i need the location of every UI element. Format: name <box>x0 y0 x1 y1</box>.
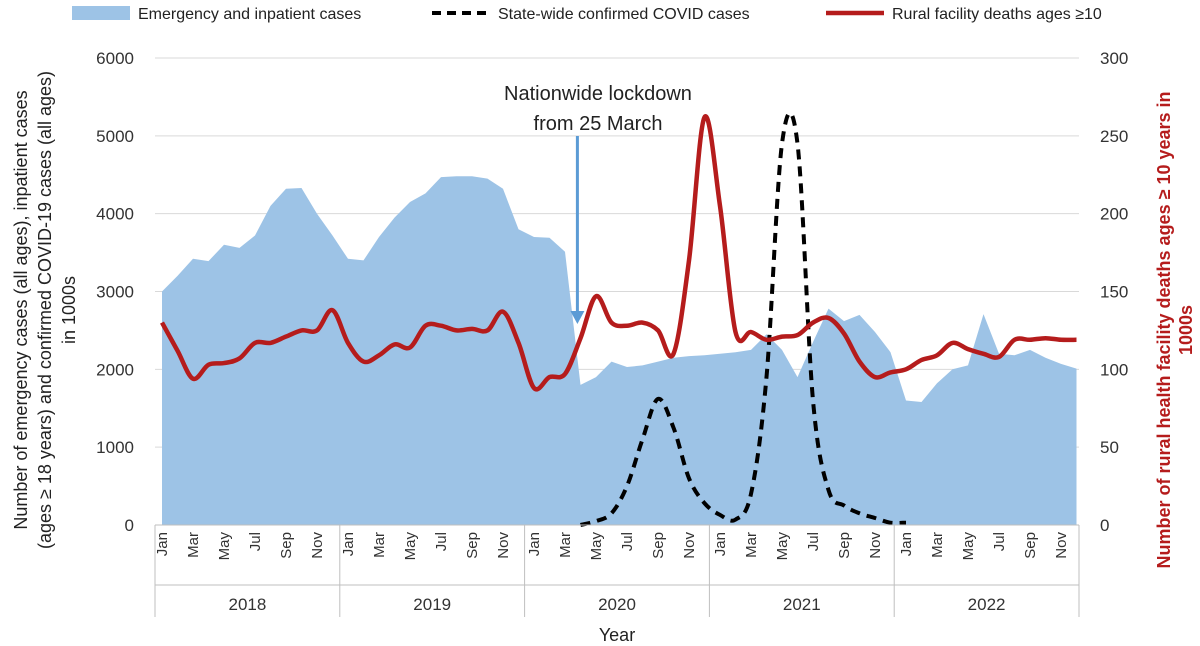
x-month-tick-label: Jul <box>247 532 264 551</box>
x-year-label: 2021 <box>783 595 821 614</box>
y-left-tick-label: 2000 <box>96 360 134 379</box>
x-month-tick-label: Jan <box>712 532 729 556</box>
annotation-line-2: from 25 March <box>534 113 663 135</box>
x-month-tick-label: Mar <box>371 532 388 558</box>
x-month-tick-label: Nov <box>1053 532 1070 559</box>
x-month-tick-label: Jan <box>154 532 171 556</box>
left-axis-title: Number of emergency cases (all ages), in… <box>11 71 79 549</box>
y-right-tick-label: 150 <box>1100 283 1128 302</box>
y-left-tick-label: 0 <box>125 516 134 535</box>
x-month-tick-label: Jan <box>340 532 357 556</box>
annotation-line-1: Nationwide lockdown <box>504 83 692 105</box>
x-month-tick-label: Nov <box>681 532 698 559</box>
x-month-tick-label: Jul <box>619 532 636 551</box>
x-month-tick-label: Sep <box>1022 532 1039 559</box>
lockdown-annotation: Nationwide lockdown from 25 March <box>504 83 692 324</box>
y-right-tick-label: 200 <box>1100 205 1128 224</box>
x-month-tick-label: May <box>402 532 419 561</box>
annotation-arrow-head <box>570 311 585 324</box>
axis-layer: 0 1000 2000 3000 4000 5000 6000 0 50 100 150 200 250… <box>96 49 1128 617</box>
x-month-tick-label: Mar <box>743 532 760 558</box>
legend-label-area: Emergency and inpatient cases <box>138 6 361 23</box>
y-right-tick-label: 0 <box>1100 516 1109 535</box>
x-month-tick-label: Nov <box>495 532 512 559</box>
x-month-tick-label: Mar <box>185 532 202 558</box>
area-layer <box>162 176 1077 526</box>
x-year-label: 2018 <box>228 595 266 614</box>
series-line-covid-cases <box>580 110 907 527</box>
left-axis-title-line-3: in 1000s <box>59 276 79 344</box>
x-month-tick-label: Jan <box>898 532 915 556</box>
x-year-label: 2019 <box>413 595 451 614</box>
y-left-tick-label: 4000 <box>96 205 134 224</box>
y-right-tick-label: 250 <box>1100 127 1128 146</box>
left-axis-title-line-2: (ages ≥ 18 years) and confirmed COVID-19… <box>35 71 55 549</box>
legend-swatch-area <box>72 6 130 20</box>
series-line-rural-deaths <box>160 114 1077 392</box>
x-month-tick-label: May <box>216 532 233 561</box>
x-month-tick-label: Jul <box>991 532 1008 551</box>
y-left-tick-label: 6000 <box>96 49 134 68</box>
x-month-tick-label: Jul <box>805 532 822 551</box>
x-month-tick-label: Sep <box>650 532 667 559</box>
y-right-tick-label: 50 <box>1100 438 1119 457</box>
x-month-tick-label: Sep <box>464 532 481 559</box>
x-month-tick-label: May <box>774 532 791 561</box>
x-month-tick-label: Jul <box>433 532 450 551</box>
right-axis-title: Number of rural health facility deaths a… <box>1154 91 1196 568</box>
x-month-tick-label: May <box>588 532 605 561</box>
legend: Emergency and inpatient cases State-wide… <box>72 6 1102 23</box>
left-axis-title-line-1: Number of emergency cases (all ages), in… <box>11 90 31 529</box>
line-layer <box>160 110 1077 527</box>
y-right-tick-label: 100 <box>1100 360 1128 379</box>
x-month-tick-label: Mar <box>929 532 946 558</box>
x-month-tick-label: Jan <box>526 532 543 556</box>
x-month-tick-label: Mar <box>557 532 574 558</box>
y-left-tick-label: 5000 <box>96 127 134 146</box>
x-month-tick-label: Sep <box>278 532 295 559</box>
series-area-emergency-inpatient <box>162 176 1077 526</box>
x-year-label: 2020 <box>598 595 636 614</box>
x-year-label: 2022 <box>968 595 1006 614</box>
x-month-tick-label: May <box>960 532 977 561</box>
right-axis-title-line-2: 1000s <box>1176 305 1196 355</box>
x-month-tick-label: Nov <box>309 532 326 559</box>
y-left-tick-label: 3000 <box>96 283 134 302</box>
legend-label-deaths: Rural facility deaths ages ≥10 <box>892 6 1102 23</box>
y-right-tick-label: 300 <box>1100 49 1128 68</box>
x-axis-title: Year <box>599 625 635 645</box>
right-axis-title-line-1: Number of rural health facility deaths a… <box>1154 91 1174 568</box>
legend-label-covid: State-wide confirmed COVID cases <box>498 6 750 23</box>
y-left-tick-label: 1000 <box>96 438 134 457</box>
x-month-tick-label: Nov <box>867 532 884 559</box>
x-month-tick-label: Sep <box>836 532 853 559</box>
